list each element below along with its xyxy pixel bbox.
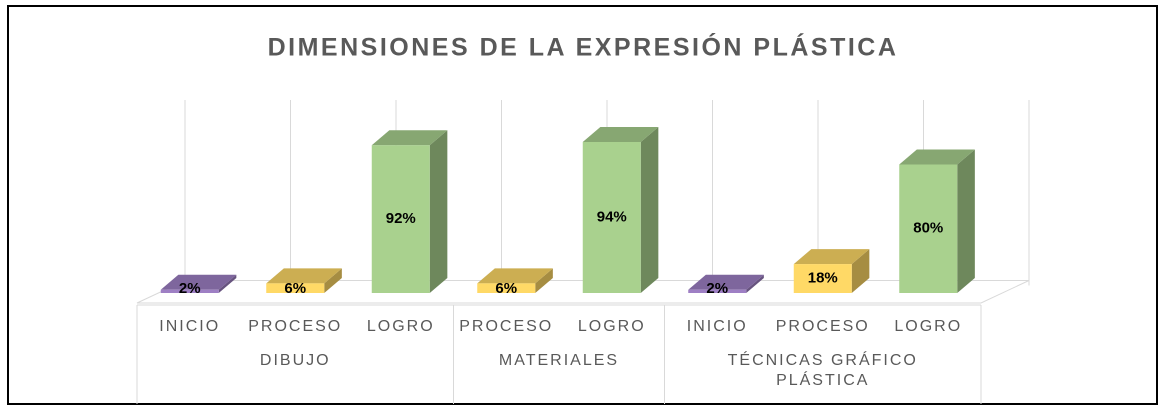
x-tick-label: PROCESO: [248, 318, 342, 335]
bar-side: [640, 127, 659, 293]
value-label: 80%: [913, 220, 943, 237]
bar: [793, 264, 852, 293]
bar-top: [371, 130, 448, 146]
value-label: 2%: [179, 280, 201, 297]
group-label: MATERIALES: [498, 352, 620, 369]
bar-top: [477, 268, 553, 284]
chart-title: DIMENSIONES DE LA EXPRESIÓN PLÁSTICA: [268, 32, 899, 62]
bar: [688, 289, 747, 293]
value-label: 94%: [597, 208, 627, 225]
bar-side: [324, 268, 342, 293]
bar-side: [746, 274, 764, 293]
bar-top: [266, 268, 342, 284]
bar: [899, 164, 958, 293]
chart-border: [7, 5, 1158, 405]
value-label: 2%: [706, 280, 728, 297]
bar-top: [899, 149, 975, 165]
value-label: 18%: [808, 270, 838, 287]
bar-side: [218, 274, 237, 293]
bar: [371, 145, 430, 293]
x-tick-label: LOGRO: [578, 318, 646, 335]
bar-side: [957, 149, 975, 293]
bar: [582, 142, 641, 293]
value-label: 92%: [386, 210, 416, 227]
x-tick-label: INICIO: [687, 318, 748, 335]
group-label: TÉCNICAS GRÁFICO PLÁSTICA: [727, 352, 918, 389]
bar-side: [851, 249, 870, 293]
bar-side: [535, 268, 553, 293]
x-tick-label: INICIO: [159, 318, 220, 335]
bar: [160, 289, 219, 293]
bar: [266, 283, 325, 293]
bar-top: [582, 127, 659, 142]
value-label: 6%: [284, 280, 306, 297]
x-tick-label: LOGRO: [894, 318, 962, 335]
bar: [477, 283, 536, 293]
bar-top: [160, 274, 237, 290]
x-tick-label: LOGRO: [367, 318, 435, 335]
x-tick-label: PROCESO: [776, 318, 870, 335]
bar-top: [793, 249, 870, 265]
bar-side: [429, 130, 448, 293]
value-label: 6%: [495, 280, 517, 297]
group-label: DIBUJO: [259, 352, 331, 369]
bar-top: [688, 274, 764, 290]
x-tick-label: PROCESO: [459, 318, 553, 335]
